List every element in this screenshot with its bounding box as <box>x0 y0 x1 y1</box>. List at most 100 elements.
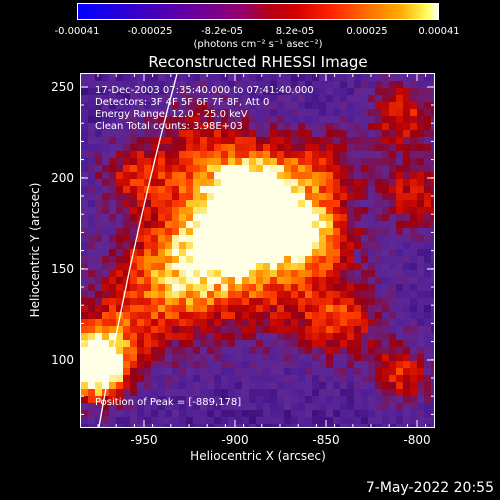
heatmap-pixel <box>424 158 431 165</box>
heatmap-pixel <box>291 116 298 123</box>
heatmap-pixel <box>109 144 116 151</box>
heatmap-pixel <box>277 221 284 228</box>
heatmap-pixel <box>375 186 382 193</box>
heatmap-pixel <box>291 263 298 270</box>
heatmap-pixel <box>326 305 333 312</box>
heatmap-pixel <box>144 319 151 326</box>
heatmap-pixel <box>144 165 151 172</box>
heatmap-pixel <box>354 193 361 200</box>
heatmap-pixel <box>116 102 123 109</box>
heatmap-pixel <box>193 298 200 305</box>
heatmap-pixel <box>284 256 291 263</box>
heatmap-pixel <box>396 172 403 179</box>
heatmap-pixel <box>431 354 434 361</box>
heatmap-pixel <box>109 130 116 137</box>
heatmap-pixel <box>424 109 431 116</box>
heatmap-pixel <box>270 235 277 242</box>
heatmap-pixel <box>382 354 389 361</box>
x-tick-label: -900 <box>221 433 249 447</box>
heatmap-pixel <box>193 263 200 270</box>
heatmap-pixel <box>186 277 193 284</box>
heatmap-pixel <box>326 214 333 221</box>
heatmap-pixel <box>235 403 242 410</box>
heatmap-pixel <box>396 95 403 102</box>
heatmap-pixel <box>81 207 88 214</box>
heatmap-pixel <box>417 172 424 179</box>
heatmap-pixel <box>179 270 186 277</box>
heatmap-pixel <box>207 319 214 326</box>
heatmap-pixel <box>256 256 263 263</box>
heatmap-pixel <box>284 207 291 214</box>
heatmap-pixel <box>375 144 382 151</box>
heatmap-pixel <box>284 151 291 158</box>
heatmap-pixel <box>333 102 340 109</box>
heatmap-pixel <box>165 410 172 417</box>
heatmap-pixel <box>361 165 368 172</box>
heatmap-pixel <box>298 410 305 417</box>
heatmap-pixel <box>81 228 88 235</box>
heatmap-pixel <box>270 347 277 354</box>
heatmap-pixel <box>130 158 137 165</box>
heatmap-pixel <box>137 235 144 242</box>
heatmap-pixel <box>382 109 389 116</box>
heatmap-pixel <box>228 424 235 427</box>
heatmap-pixel <box>333 165 340 172</box>
heatmap-pixel <box>410 158 417 165</box>
heatmap-pixel <box>102 151 109 158</box>
heatmap-pixel <box>312 319 319 326</box>
heatmap-pixel <box>403 382 410 389</box>
heatmap-pixel <box>249 179 256 186</box>
plot-title: Reconstructed RHESSI Image <box>148 53 368 71</box>
heatmap-pixel <box>277 116 284 123</box>
heatmap-pixel <box>340 319 347 326</box>
heatmap-pixel <box>403 256 410 263</box>
heatmap-pixel <box>431 81 434 88</box>
heatmap-pixel <box>263 319 270 326</box>
heatmap-pixel <box>242 179 249 186</box>
heatmap-pixel <box>109 235 116 242</box>
heatmap-pixel <box>375 312 382 319</box>
heatmap-pixel <box>326 375 333 382</box>
heatmap-pixel <box>263 221 270 228</box>
heatmap-pixel <box>179 396 186 403</box>
heatmap-pixel <box>382 417 389 424</box>
heatmap-pixel <box>221 172 228 179</box>
heatmap-pixel <box>144 137 151 144</box>
heatmap-pixel <box>424 417 431 424</box>
heatmap-pixel <box>263 375 270 382</box>
heatmap-pixel <box>375 361 382 368</box>
heatmap-pixel <box>214 193 221 200</box>
heatmap-pixel <box>375 151 382 158</box>
heatmap-pixel <box>95 186 102 193</box>
heatmap-pixel <box>102 284 109 291</box>
heatmap-pixel <box>312 158 319 165</box>
heatmap-pixel <box>242 74 249 81</box>
heatmap-pixel <box>389 256 396 263</box>
heatmap-pixel <box>326 158 333 165</box>
hxr-heatmap-image <box>81 74 434 427</box>
heatmap-pixel <box>431 144 434 151</box>
heatmap-pixel <box>277 375 284 382</box>
heatmap-pixel <box>207 298 214 305</box>
heatmap-pixel <box>333 305 340 312</box>
heatmap-pixel <box>410 256 417 263</box>
heatmap-pixel <box>172 221 179 228</box>
heatmap-pixel <box>340 382 347 389</box>
heatmap-pixel <box>207 361 214 368</box>
heatmap-pixel <box>95 291 102 298</box>
heatmap-pixel <box>242 130 249 137</box>
heatmap-pixel <box>130 333 137 340</box>
heatmap-pixel <box>221 361 228 368</box>
heatmap-pixel <box>291 186 298 193</box>
heatmap-pixel <box>193 165 200 172</box>
heatmap-pixel <box>375 74 382 81</box>
heatmap-pixel <box>389 242 396 249</box>
heatmap-pixel <box>158 326 165 333</box>
heatmap-pixel <box>116 424 123 427</box>
heatmap-pixel <box>312 95 319 102</box>
heatmap-pixel <box>221 88 228 95</box>
heatmap-pixel <box>417 417 424 424</box>
heatmap-pixel <box>270 158 277 165</box>
heatmap-pixel <box>368 354 375 361</box>
heatmap-pixel <box>312 326 319 333</box>
